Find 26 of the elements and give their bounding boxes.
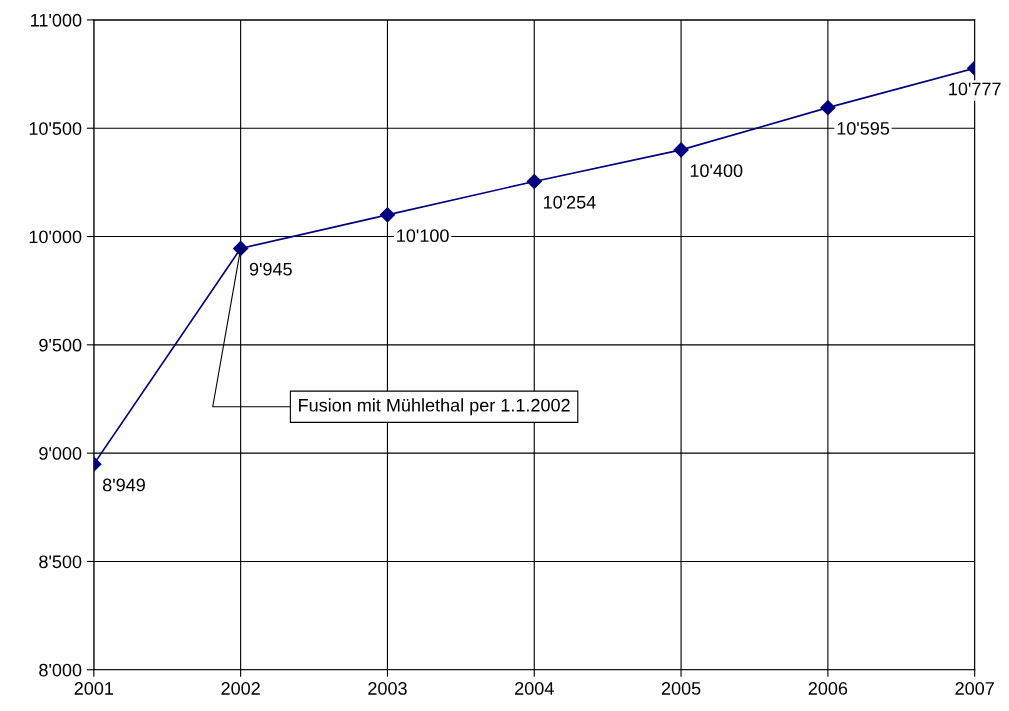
y-tick-label: 9'000	[39, 447, 82, 460]
x-tick-label: 2006	[808, 682, 848, 695]
annotation: Fusion mit Mühlethal per 1.1.2002	[299, 398, 570, 416]
data-label: 9'945	[249, 262, 292, 276]
x-tick-label: 2001	[74, 682, 114, 695]
data-label: 10'254	[543, 195, 596, 209]
x-tick-label: 2007	[955, 682, 994, 695]
point	[673, 142, 689, 158]
x-tick-label: 2005	[661, 682, 701, 695]
data-label: 8'949	[102, 478, 145, 492]
y-tick-label: 8'500	[39, 555, 82, 569]
x-tick-label: 2002	[221, 682, 260, 695]
data-label: 10'400	[690, 164, 743, 178]
y-tick-label: 9'500	[39, 338, 82, 352]
data-label: 10'595	[837, 122, 890, 135]
data-label: 10'777	[949, 82, 1001, 96]
point	[233, 240, 249, 257]
y-tick-label: 10'500	[29, 122, 82, 135]
data-label: 10'100	[397, 229, 449, 243]
x-tick-label: 2004	[515, 682, 554, 695]
y-tick-label: 8'000	[39, 663, 82, 677]
y-tick-label: 10'000	[29, 230, 82, 244]
point	[379, 207, 396, 223]
point	[526, 173, 542, 190]
y-tick-label: 11'000	[31, 13, 82, 27]
x-tick-label: 2003	[368, 682, 407, 695]
